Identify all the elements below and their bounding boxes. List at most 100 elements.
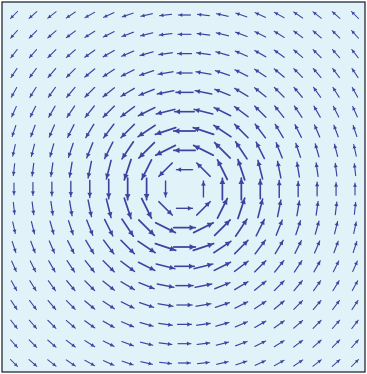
arrow-head [312,30,317,35]
arrow-head [274,12,279,16]
vector-arrow [333,124,339,138]
arrow-head [280,360,285,364]
arrow-head [90,286,95,291]
vector-arrow [11,105,17,118]
vector-arrow [254,239,267,255]
vector-arrow [315,200,320,216]
vector-arrow [102,360,115,366]
arrow-head [128,230,134,237]
vector-arrow [176,51,193,56]
arrow-head [105,173,111,179]
arrow-head [11,93,15,98]
vector-arrow [11,144,16,157]
arrow-head [242,321,248,326]
arrow-head [234,124,241,130]
arrow-head [67,152,72,158]
vector-arrow [233,123,249,139]
arrow-head [121,33,127,37]
arrow-head [140,13,145,18]
vector-arrow [84,259,95,273]
arrow-head [11,171,16,176]
vector-arrow [273,86,285,98]
vector-arrow [140,361,153,366]
vector-arrow [192,144,215,157]
vector-arrow [102,320,115,329]
vector-arrow [196,360,210,365]
vector-arrow [351,67,359,79]
vector-arrow [352,260,358,273]
vector-arrow [65,300,76,310]
vector-arrow [234,87,249,97]
vector-arrow [273,340,285,348]
arrow-head [85,112,90,118]
arrow-head [33,362,37,367]
arrow-head [279,320,285,325]
arrow-head [335,241,339,246]
arrow-head [71,324,76,329]
arrow-head [139,91,145,96]
arrow-head [254,31,260,36]
arrow-head [10,53,15,58]
vector-arrow [87,179,93,199]
arrow-head [48,73,52,78]
vector-arrow [28,11,38,19]
vector-arrow [313,105,321,118]
arrow-head [123,173,129,180]
arrow-head [353,202,358,207]
arrow-head [10,34,15,39]
arrow-head [51,305,56,310]
vector-arrow [10,339,18,349]
arrow-head [234,88,240,93]
arrow-head [315,182,320,187]
vector-arrow [295,142,302,158]
arrow-head [124,194,131,200]
vector-arrow [49,162,54,178]
arrow-layer [9,10,360,368]
vector-arrow [30,240,36,254]
vector-arrow [48,105,56,118]
vector-arrow [195,70,212,75]
arrow-head [173,128,180,134]
vector-arrow [216,159,229,181]
arrow-head [30,171,35,176]
arrow-head [84,33,89,38]
arrow-head [207,262,213,268]
vector-arrow [139,32,154,37]
arrow-head [315,221,320,226]
arrow-head [274,50,279,54]
arrow-head [106,193,112,199]
vector-arrow [50,200,55,216]
vector-arrow [214,69,231,76]
arrow-head [354,320,359,325]
arrow-head [176,167,182,172]
vector-arrow [47,299,57,311]
arrow-head [276,161,281,167]
vector-arrow [48,240,56,254]
vector-arrow [47,319,57,329]
arrow-head [158,51,164,57]
arrow-head [12,191,16,195]
arrow-head [32,324,37,329]
arrow-head [295,181,301,186]
arrow-head [354,280,358,285]
arrow-head [214,88,221,94]
arrow-head [354,300,359,305]
vector-arrow [10,319,18,330]
arrow-head [69,211,74,216]
vector-arrow [65,30,76,39]
vector-arrow [293,280,303,292]
arrow-head [196,70,201,75]
arrow-head [148,303,154,309]
arrow-head [193,145,201,151]
vector-arrow [120,281,135,291]
vector-arrow [216,197,229,219]
arrow-head [298,280,303,286]
arrow-head [49,152,54,157]
vector-arrow [193,262,214,270]
vector-arrow [273,359,285,367]
vector-arrow [154,126,177,136]
arrow-head [47,34,52,38]
vector-arrow [137,141,156,159]
arrow-head [332,68,337,73]
